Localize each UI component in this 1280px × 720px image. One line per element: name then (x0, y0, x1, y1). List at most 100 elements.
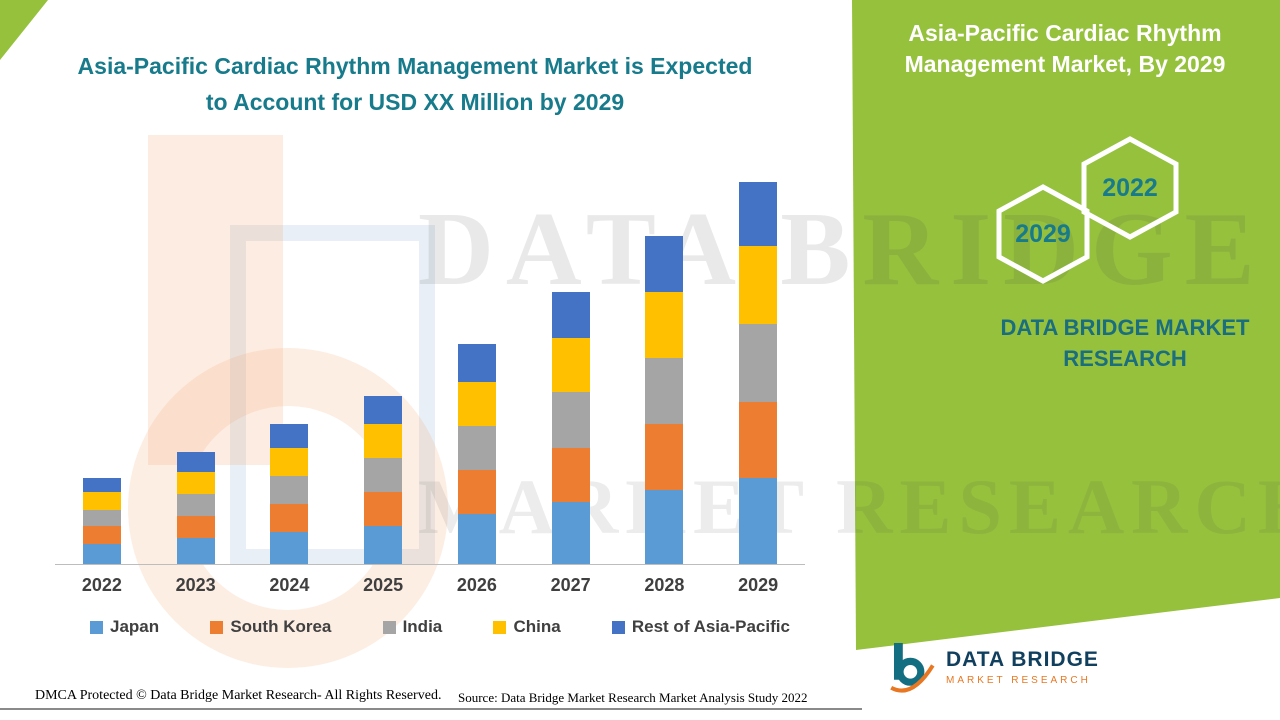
bar-segment-japan (645, 490, 684, 564)
bar-segment-south-korea (645, 424, 684, 490)
x-axis-label-2024: 2024 (269, 575, 310, 595)
data-bridge-logo: DATA BRIDGE MARKET RESEARCH (888, 638, 1099, 696)
bar-segment-rest-of-asia-pacific (176, 452, 215, 472)
legend-label-japan: Japan (110, 617, 160, 636)
bar-segment-japan (364, 526, 403, 564)
bar-segment-south-korea (457, 470, 496, 514)
x-axis-label-2026: 2026 (456, 575, 497, 595)
panel-brand-text: DATA BRIDGE MARKET RESEARCH (1000, 315, 1250, 371)
corner-accent-triangle (0, 0, 48, 60)
bar-segment-rest-of-asia-pacific (270, 424, 309, 448)
bar-plot (55, 140, 805, 565)
legend-item-india: India (382, 617, 443, 637)
bar-segment-china (82, 492, 121, 510)
bar-segment-south-korea (551, 448, 590, 502)
bar-segment-japan (176, 538, 215, 564)
hexagon-badge-2022-label: 2022 (1102, 173, 1158, 202)
stacked-bar-2023 (176, 452, 215, 564)
legend-label-south-korea: South Korea (230, 617, 332, 636)
stacked-bar-2026 (457, 344, 496, 564)
bar-segment-south-korea (364, 492, 403, 526)
dmca-notice: DMCA Protected © Data Bridge Market Rese… (35, 688, 442, 703)
legend-item-china: China (493, 617, 561, 637)
x-axis-label-2022: 2022 (81, 575, 122, 595)
stacked-bar-2022 (82, 478, 121, 564)
bar-segment-japan (270, 532, 309, 564)
bar-segment-india (82, 510, 121, 526)
legend-swatch-china (493, 620, 507, 634)
bar-segment-india (364, 458, 403, 492)
bar-segment-india (551, 392, 590, 448)
chart-title-line2: to Account for USD XX Million by 2029 (205, 89, 625, 115)
hexagon-badge-2029: 2029 (995, 184, 1091, 284)
bar-column-2028 (618, 140, 712, 564)
x-axis-label-2023: 2023 (175, 575, 216, 595)
bar-segment-india (645, 358, 684, 424)
bar-segment-south-korea (82, 526, 121, 544)
panel-title-line1: Asia-Pacific Cardiac Rhythm (908, 20, 1222, 46)
stacked-bar-2029 (739, 182, 778, 564)
source-note: Source: Data Bridge Market Research Mark… (458, 690, 808, 705)
legend-label-china: China (513, 617, 561, 636)
stacked-bar-2025 (364, 396, 403, 564)
legend-label-india: India (402, 617, 443, 636)
stacked-bar-2028 (645, 236, 684, 564)
bar-segment-south-korea (270, 504, 309, 532)
bar-segment-rest-of-asia-pacific (457, 344, 496, 382)
x-axis-label-2025: 2025 (363, 575, 404, 595)
hexagon-badge-2029-label: 2029 (1015, 219, 1071, 248)
legend-swatch-japan (90, 620, 103, 634)
bar-column-2027 (524, 140, 618, 564)
bar-segment-japan (82, 544, 121, 564)
bar-segment-china (176, 472, 215, 494)
green-side-panel (852, 0, 1280, 650)
bar-segment-china (551, 338, 590, 392)
bar-column-2029 (711, 140, 805, 564)
chart-title: Asia-Pacific Cardiac Rhythm Management M… (62, 48, 768, 120)
hexagon-badge-2022: 2022 (1080, 136, 1180, 240)
hexagon-outline-icon (1081, 136, 1179, 240)
legend-swatch-south-korea (210, 620, 224, 634)
x-axis-label-2027: 2027 (550, 575, 591, 595)
data-bridge-logo-text: DATA BRIDGE MARKET RESEARCH (946, 648, 1099, 686)
bar-segment-rest-of-asia-pacific (551, 292, 590, 338)
legend-item-rest-of-asia-pacific: Rest of Asia-Pacific (611, 617, 790, 637)
footer-divider (0, 708, 862, 710)
bar-segment-china (457, 382, 496, 426)
bar-segment-india (176, 494, 215, 516)
data-bridge-logo-icon (890, 643, 935, 693)
chart-legend: Japan South Korea India China Rest of Asia-P… (90, 617, 790, 637)
bar-segment-rest-of-asia-pacific (82, 478, 121, 492)
bar-segment-japan (551, 502, 590, 564)
chart-title-line1: Asia-Pacific Cardiac Rhythm Management M… (77, 53, 753, 79)
bar-segment-india (739, 324, 778, 402)
bar-column-2026 (430, 140, 524, 564)
x-axis-label-2029: 2029 (738, 575, 779, 595)
bar-segment-south-korea (176, 516, 215, 538)
bar-segment-japan (739, 478, 778, 564)
bar-column-2022 (55, 140, 149, 564)
bar-column-2025 (336, 140, 430, 564)
bar-segment-china (270, 448, 309, 476)
bar-segment-rest-of-asia-pacific (645, 236, 684, 292)
logo-name: DATA BRIDGE (946, 648, 1099, 671)
bar-segment-india (457, 426, 496, 470)
legend-swatch-india (382, 620, 396, 634)
legend-item-japan: Japan (90, 617, 159, 637)
bar-segment-rest-of-asia-pacific (739, 182, 778, 246)
watermark-text-line1: DATA BRIDGE (418, 190, 1267, 307)
bar-segment-china (645, 292, 684, 358)
x-axis-labels: 2022 2023 2024 2025 2026 2027 2028 2029 (55, 575, 805, 596)
panel-title-line2: Management Market, By 2029 (904, 51, 1226, 77)
bar-segment-south-korea (739, 402, 778, 478)
bar-segment-rest-of-asia-pacific (364, 396, 403, 424)
legend-item-south-korea: South Korea (210, 617, 331, 637)
legend-swatch-rest-of-asia-pacific (611, 620, 625, 634)
bar-column-2024 (243, 140, 337, 564)
panel-title: Asia-Pacific Cardiac Rhythm Management M… (880, 18, 1250, 80)
stacked-bar-2027 (551, 292, 590, 564)
bar-segment-china (739, 246, 778, 324)
legend-label-rest-of-asia-pacific: Rest of Asia-Pacific (631, 617, 790, 636)
stacked-bar-2024 (270, 424, 309, 564)
bar-segment-china (364, 424, 403, 458)
